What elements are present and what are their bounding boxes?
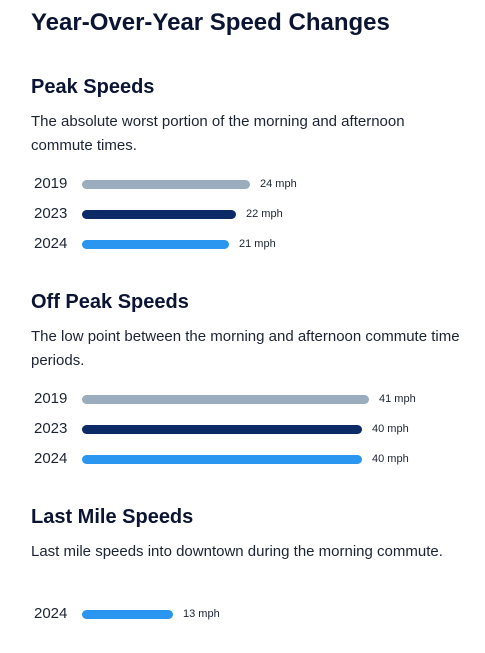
bar-row-2024: 2024 21 mph (31, 233, 461, 255)
bar (82, 455, 362, 464)
bar-track (82, 180, 422, 189)
data-label: 24 mph (260, 178, 297, 190)
category-label: 2024 (34, 235, 68, 252)
category-label: 2023 (34, 420, 68, 437)
bar (82, 210, 236, 219)
bar-track (82, 455, 422, 464)
page-title: Year-Over-Year Speed Changes (31, 9, 390, 36)
data-label: 40 mph (372, 453, 409, 465)
bar-row-2019: 2019 24 mph (31, 173, 461, 195)
bar-track (82, 395, 422, 404)
bar (82, 425, 362, 434)
bar-track (82, 425, 422, 434)
chart-title: Peak Speeds (31, 76, 155, 98)
category-label: 2019 (34, 390, 68, 407)
bar (82, 395, 369, 404)
chart-peak-speeds: Peak Speeds The absolute worst portion o… (31, 74, 471, 252)
chart-off-peak-speeds: Off Peak Speeds The low point between th… (31, 289, 471, 467)
bar-row-2023: 2023 40 mph (31, 418, 461, 440)
bar-track (82, 610, 422, 619)
bar-row-2024: 2024 13 mph (31, 603, 461, 625)
data-label: 13 mph (183, 608, 220, 620)
chart-title: Off Peak Speeds (31, 291, 189, 313)
chart-description: Last mile speeds into downtown during th… (31, 543, 443, 560)
data-label: 21 mph (239, 238, 276, 250)
data-label: 41 mph (379, 393, 416, 405)
data-label: 40 mph (372, 423, 409, 435)
chart-last-mile-speeds: Last Mile Speeds Last mile speeds into d… (31, 504, 471, 622)
bar-track (82, 240, 422, 249)
bar (82, 610, 173, 619)
category-label: 2024 (34, 450, 68, 467)
data-label: 22 mph (246, 208, 283, 220)
chart-description: The low point between the morning and af… (31, 328, 460, 369)
chart-title: Last Mile Speeds (31, 506, 194, 528)
bar-row-2024: 2024 40 mph (31, 448, 461, 470)
bar-row-2019: 2019 41 mph (31, 388, 461, 410)
category-label: 2024 (34, 605, 68, 622)
bar (82, 240, 229, 249)
bar-track (82, 210, 422, 219)
category-label: 2023 (34, 205, 68, 222)
bar (82, 180, 250, 189)
category-label: 2019 (34, 175, 68, 192)
chart-description: The absolute worst portion of the mornin… (31, 113, 405, 154)
bar-row-2023: 2023 22 mph (31, 203, 461, 225)
